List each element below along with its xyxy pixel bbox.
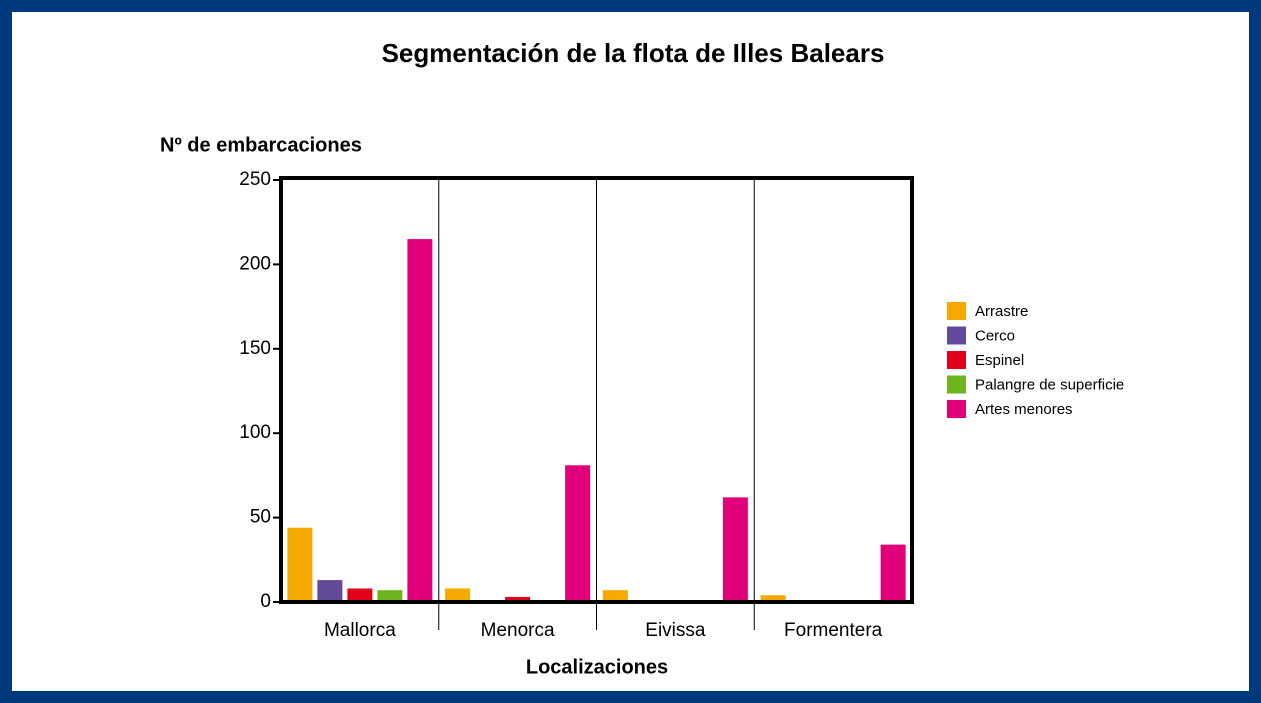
legend-swatch: [947, 302, 966, 320]
bar: [722, 497, 748, 602]
y-tick-label: 50: [250, 507, 271, 528]
legend-swatch: [947, 375, 966, 394]
legend-label: Palangre de superficie: [975, 376, 1124, 393]
bar: [565, 465, 591, 602]
bar: [377, 590, 403, 602]
y-tick-label: 200: [239, 253, 271, 274]
y-tick-label: 100: [239, 422, 271, 443]
x-tick-label: Formentera: [784, 620, 883, 641]
x-tick-label: Menorca: [481, 620, 555, 641]
y-tick-label: 150: [239, 338, 271, 359]
bar: [505, 596, 531, 602]
x-axis-label: Localizaciones: [526, 656, 668, 678]
bar: [407, 239, 433, 602]
bar: [287, 527, 313, 602]
bar: [760, 595, 786, 602]
legend-label: Artes menores: [975, 401, 1073, 418]
y-tick-label: 250: [239, 169, 271, 190]
bar: [445, 588, 471, 602]
x-tick-label: Mallorca: [324, 620, 396, 641]
bar: [347, 588, 373, 602]
chart-title: Segmentación de la flota de Illes Balear…: [382, 38, 885, 68]
legend-swatch: [947, 326, 966, 345]
x-tick-label: Eivissa: [645, 620, 706, 641]
plot-frame: [279, 176, 914, 604]
bar: [602, 590, 628, 602]
legend-label: Cerco: [975, 327, 1015, 344]
y-axis-label: Nº de embarcaciones: [160, 134, 362, 156]
bar: [317, 580, 343, 602]
legend-swatch: [947, 400, 966, 418]
y-tick-label: 0: [260, 591, 271, 612]
legend-label: Espinel: [975, 352, 1024, 369]
bar: [880, 544, 906, 602]
legend-swatch: [947, 351, 966, 369]
legend-label: Arrastre: [975, 303, 1028, 320]
